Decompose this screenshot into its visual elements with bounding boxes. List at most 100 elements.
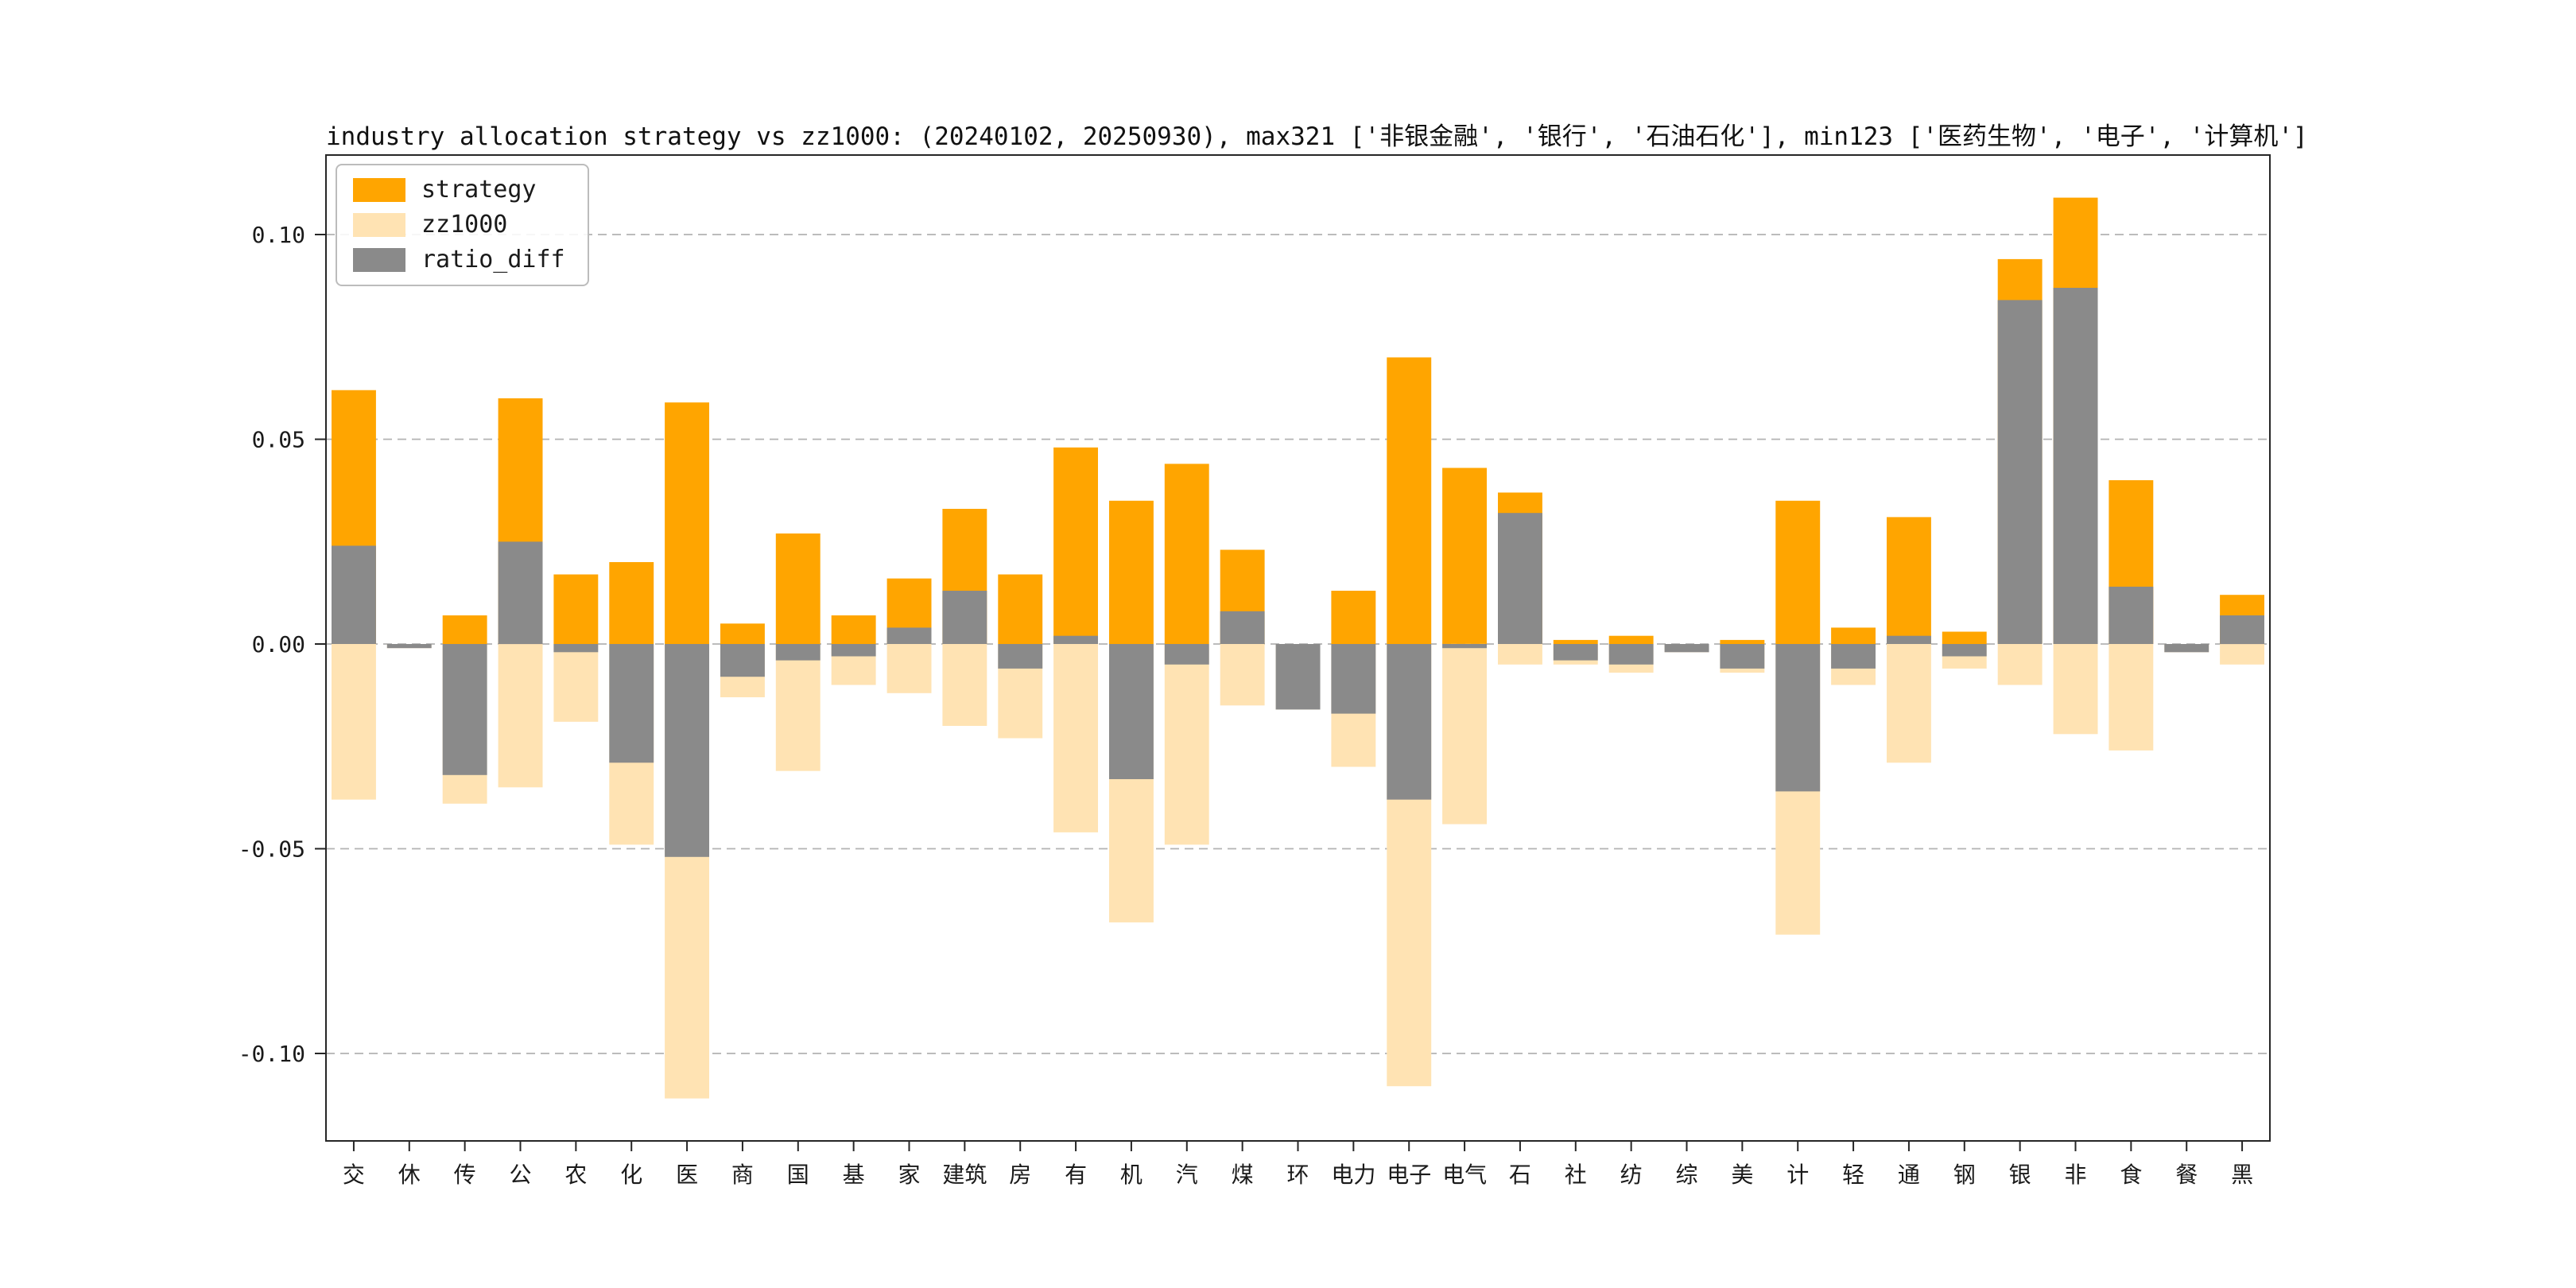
bar-zz1000-建筑 bbox=[942, 644, 987, 726]
bar-strategy-化 bbox=[609, 562, 654, 644]
bar-strategy-基 bbox=[831, 615, 876, 645]
legend-label-ratio-diff: ratio_diff bbox=[421, 246, 565, 274]
legend-row-zz1000: zz1000 bbox=[353, 213, 565, 237]
xtick-label-电气: 电气 bbox=[1442, 1162, 1487, 1188]
bar-ratio_diff-纺 bbox=[1608, 644, 1654, 665]
bar-zz1000-食 bbox=[2109, 644, 2154, 751]
bar-strategy-农 bbox=[553, 574, 599, 645]
xtick-label-商: 商 bbox=[731, 1162, 754, 1188]
bar-zz1000-国 bbox=[775, 644, 821, 771]
ytick-label-0.10: 0.10 bbox=[252, 222, 305, 248]
bar-ratio_diff-银 bbox=[1997, 300, 2043, 644]
bar-ratio_diff-非 bbox=[2053, 288, 2098, 644]
bar-strategy-房 bbox=[998, 574, 1043, 645]
xtick-label-环: 环 bbox=[1286, 1162, 1309, 1188]
bar-ratio_diff-医 bbox=[665, 644, 709, 857]
bar-ratio_diff-休 bbox=[386, 644, 432, 649]
bar-ratio_diff-传 bbox=[442, 644, 487, 775]
xtick-label-公: 公 bbox=[509, 1162, 531, 1188]
xtick-label-汽: 汽 bbox=[1176, 1162, 1198, 1188]
bar-zz1000-黑 bbox=[2220, 644, 2264, 665]
legend-swatch-strategy-icon bbox=[353, 178, 405, 202]
legend-row-ratio-diff: ratio_diff bbox=[353, 248, 565, 272]
bar-zz1000-非 bbox=[2053, 644, 2098, 735]
bar-ratio_diff-综 bbox=[1664, 644, 1709, 653]
bar-strategy-纺 bbox=[1608, 635, 1654, 644]
bar-zz1000-汽 bbox=[1164, 644, 1209, 845]
bar-strategy-计 bbox=[1775, 500, 1821, 645]
bar-ratio_diff-环 bbox=[1275, 644, 1321, 710]
bar-ratio_diff-建筑 bbox=[942, 591, 987, 644]
bar-zz1000-有 bbox=[1053, 644, 1098, 832]
bar-ratio_diff-计 bbox=[1775, 644, 1821, 792]
bar-ratio_diff-公 bbox=[498, 541, 543, 645]
bar-ratio_diff-电气 bbox=[1442, 644, 1487, 649]
bar-strategy-电力 bbox=[1331, 591, 1376, 644]
xtick-label-黑: 黑 bbox=[2231, 1162, 2253, 1188]
bar-zz1000-石 bbox=[1498, 644, 1542, 665]
bar-ratio_diff-通 bbox=[1887, 635, 1931, 644]
bar-ratio_diff-石 bbox=[1498, 513, 1542, 644]
xtick-label-食: 食 bbox=[2120, 1162, 2142, 1188]
bar-zz1000-公 bbox=[498, 644, 543, 788]
xtick-label-电子: 电子 bbox=[1387, 1162, 1431, 1188]
bar-zz1000-银 bbox=[1997, 644, 2043, 685]
xtick-label-计: 计 bbox=[1787, 1162, 1809, 1188]
xtick-label-农: 农 bbox=[564, 1162, 587, 1188]
bar-zz1000-煤 bbox=[1220, 644, 1265, 706]
xtick-label-钢: 钢 bbox=[1953, 1162, 1976, 1188]
xtick-label-轻: 轻 bbox=[1842, 1162, 1864, 1188]
xtick-label-有: 有 bbox=[1065, 1162, 1087, 1188]
xtick-label-餐: 餐 bbox=[2175, 1162, 2198, 1188]
xtick-label-社: 社 bbox=[1565, 1162, 1587, 1188]
xtick-label-房: 房 bbox=[1009, 1162, 1031, 1188]
xtick-label-医: 医 bbox=[676, 1162, 698, 1188]
xtick-label-基: 基 bbox=[843, 1162, 865, 1188]
xtick-label-美: 美 bbox=[1731, 1162, 1753, 1188]
xtick-label-交: 交 bbox=[343, 1162, 365, 1188]
xtick-label-通: 通 bbox=[1898, 1162, 1920, 1188]
bar-strategy-美 bbox=[1720, 639, 1765, 645]
bar-strategy-机 bbox=[1109, 500, 1154, 645]
ytick-label--0.05: -0.05 bbox=[239, 836, 305, 863]
xtick-label-银: 银 bbox=[2009, 1162, 2031, 1188]
bar-ratio_diff-黑 bbox=[2220, 615, 2264, 645]
legend-row-strategy: strategy bbox=[353, 178, 565, 202]
bar-strategy-钢 bbox=[1942, 631, 1987, 644]
bar-ratio_diff-餐 bbox=[2164, 644, 2209, 653]
xtick-label-煤: 煤 bbox=[1232, 1162, 1254, 1188]
bar-ratio_diff-煤 bbox=[1220, 611, 1265, 644]
bar-ratio_diff-家 bbox=[886, 627, 932, 644]
ytick-label-0.05: 0.05 bbox=[252, 427, 305, 453]
bar-ratio_diff-轻 bbox=[1831, 644, 1876, 669]
bar-strategy-有 bbox=[1053, 447, 1098, 644]
bar-strategy-传 bbox=[442, 615, 487, 645]
legend: strategy zz1000 ratio_diff bbox=[336, 164, 589, 286]
ytick-label--0.10: -0.10 bbox=[239, 1041, 305, 1067]
xtick-label-综: 综 bbox=[1675, 1162, 1697, 1188]
legend-label-strategy: strategy bbox=[421, 176, 537, 204]
bar-ratio_diff-电力 bbox=[1331, 644, 1376, 714]
bar-strategy-电气 bbox=[1442, 467, 1487, 644]
chart-title: industry allocation strategy vs zz1000: … bbox=[326, 122, 2308, 151]
xtick-label-电力: 电力 bbox=[1331, 1162, 1375, 1188]
legend-label-zz1000: zz1000 bbox=[421, 211, 508, 239]
bar-strategy-轻 bbox=[1831, 627, 1876, 644]
bar-zz1000-农 bbox=[553, 644, 599, 722]
bar-ratio_diff-国 bbox=[775, 644, 821, 661]
bar-ratio_diff-房 bbox=[998, 644, 1043, 669]
bar-zz1000-电气 bbox=[1442, 644, 1487, 824]
legend-swatch-zz1000-icon bbox=[353, 213, 405, 237]
bar-ratio_diff-社 bbox=[1553, 644, 1598, 661]
bar-ratio_diff-钢 bbox=[1942, 644, 1987, 657]
xtick-label-石: 石 bbox=[1509, 1162, 1531, 1188]
xtick-label-化: 化 bbox=[620, 1162, 642, 1188]
bar-ratio_diff-汽 bbox=[1164, 644, 1209, 665]
bar-ratio_diff-基 bbox=[831, 644, 876, 657]
ytick-label-0.00: 0.00 bbox=[252, 631, 305, 658]
bar-ratio_diff-化 bbox=[609, 644, 654, 763]
bar-strategy-电子 bbox=[1387, 357, 1432, 644]
xtick-label-家: 家 bbox=[898, 1162, 920, 1188]
